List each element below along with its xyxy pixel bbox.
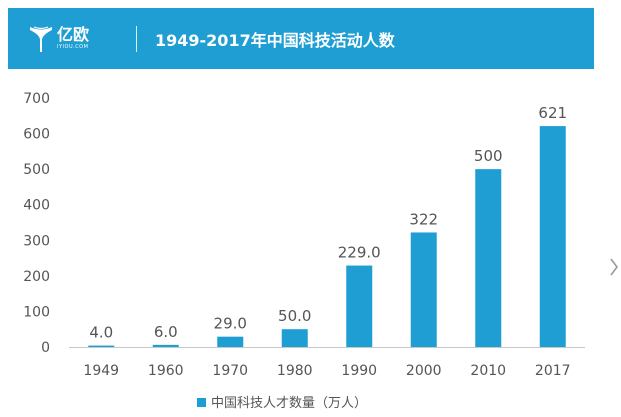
data-label: 322 <box>409 210 438 228</box>
data-label: 4.0 <box>89 324 113 342</box>
bar <box>88 345 115 347</box>
logo-subtext: IYIOU.COM <box>57 44 89 50</box>
x-tick-label: 1970 <box>212 363 248 379</box>
x-axis: 1949 1960 1970 1980 1990 2000 2010 2017 <box>83 363 570 379</box>
y-tick-label: 500 <box>23 162 50 178</box>
x-tick-label: 2000 <box>406 363 442 379</box>
logo-name: 亿欧 <box>57 25 90 44</box>
chart-header: 亿欧 IYIOU.COM 1949-2017年中国科技活动人数 <box>8 8 594 69</box>
y-axis: 0 100 200 300 400 500 600 700 <box>23 91 50 356</box>
bar <box>475 169 502 347</box>
y-tick-label: 300 <box>23 233 50 249</box>
data-label: 621 <box>538 104 567 122</box>
y-tick-label: 200 <box>23 269 50 285</box>
page-title: 1949-2017年中国科技活动人数 <box>155 30 395 50</box>
bar <box>152 344 179 347</box>
bar-chart: 0 100 200 300 400 500 600 700 4.0 6.0 29.0 50.0 229… <box>23 91 585 411</box>
x-tick-label: 1949 <box>83 363 119 379</box>
logo-mark-icon <box>30 25 52 52</box>
bar <box>539 126 566 347</box>
data-label: 6.0 <box>154 323 178 341</box>
data-label: 50.0 <box>278 307 311 325</box>
bars <box>88 126 566 347</box>
y-tick-label: 700 <box>23 91 50 107</box>
chevron-right-icon[interactable] <box>608 255 620 279</box>
y-tick-label: 100 <box>23 304 50 320</box>
bar <box>346 265 373 347</box>
x-tick-label: 2017 <box>535 363 571 379</box>
bar <box>217 336 244 347</box>
legend-label: 中国科技人才数量（万人） <box>211 396 367 411</box>
data-label: 500 <box>474 147 503 165</box>
header-divider <box>136 25 137 52</box>
bar <box>281 329 308 347</box>
data-label: 29.0 <box>214 315 247 333</box>
y-tick-label: 400 <box>23 198 50 214</box>
data-label: 229.0 <box>338 244 381 262</box>
y-tick-label: 600 <box>23 127 50 143</box>
x-tick-label: 1980 <box>277 363 313 379</box>
data-labels: 4.0 6.0 29.0 50.0 229.0 322 500 621 <box>89 104 567 341</box>
y-tick-label: 0 <box>41 340 50 356</box>
bar <box>410 232 437 347</box>
legend-swatch <box>197 398 206 407</box>
x-tick-label: 2010 <box>470 363 506 379</box>
logo: 亿欧 IYIOU.COM <box>28 24 134 54</box>
x-tick-label: 1960 <box>148 363 184 379</box>
x-tick-label: 1990 <box>341 363 377 379</box>
legend: 中国科技人才数量（万人） <box>197 396 367 411</box>
